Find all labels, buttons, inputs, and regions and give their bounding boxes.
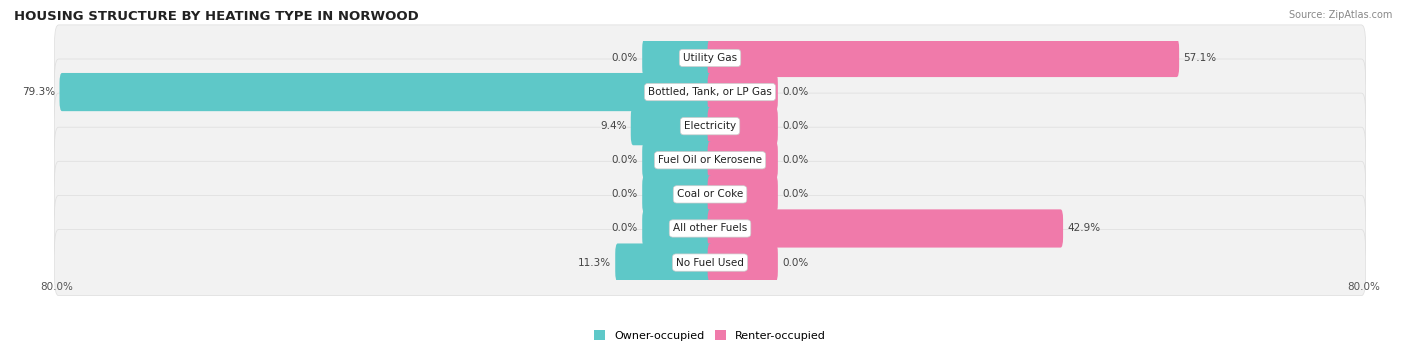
Text: 0.0%: 0.0%: [782, 155, 808, 165]
FancyBboxPatch shape: [55, 161, 1365, 227]
Text: No Fuel Used: No Fuel Used: [676, 257, 744, 268]
Text: 9.4%: 9.4%: [600, 121, 627, 131]
Text: HOUSING STRUCTURE BY HEATING TYPE IN NORWOOD: HOUSING STRUCTURE BY HEATING TYPE IN NOR…: [14, 10, 419, 23]
FancyBboxPatch shape: [707, 107, 778, 145]
Text: Electricity: Electricity: [683, 121, 737, 131]
Text: 0.0%: 0.0%: [782, 121, 808, 131]
Text: 0.0%: 0.0%: [782, 87, 808, 97]
FancyBboxPatch shape: [707, 73, 778, 111]
Text: 0.0%: 0.0%: [782, 189, 808, 199]
Text: Utility Gas: Utility Gas: [683, 53, 737, 63]
FancyBboxPatch shape: [59, 73, 713, 111]
Text: 0.0%: 0.0%: [612, 189, 638, 199]
FancyBboxPatch shape: [643, 209, 713, 248]
Text: 11.3%: 11.3%: [578, 257, 612, 268]
FancyBboxPatch shape: [707, 175, 778, 213]
FancyBboxPatch shape: [55, 229, 1365, 296]
Text: All other Fuels: All other Fuels: [673, 223, 747, 234]
Text: 0.0%: 0.0%: [782, 257, 808, 268]
Text: Bottled, Tank, or LP Gas: Bottled, Tank, or LP Gas: [648, 87, 772, 97]
FancyBboxPatch shape: [643, 175, 713, 213]
FancyBboxPatch shape: [707, 209, 1063, 248]
FancyBboxPatch shape: [707, 39, 1180, 77]
Text: 42.9%: 42.9%: [1067, 223, 1101, 234]
Text: Source: ZipAtlas.com: Source: ZipAtlas.com: [1288, 10, 1392, 20]
Text: Coal or Coke: Coal or Coke: [676, 189, 744, 199]
FancyBboxPatch shape: [55, 25, 1365, 91]
FancyBboxPatch shape: [55, 127, 1365, 193]
Legend: Owner-occupied, Renter-occupied: Owner-occupied, Renter-occupied: [593, 330, 827, 341]
Text: 0.0%: 0.0%: [612, 155, 638, 165]
Text: 0.0%: 0.0%: [612, 223, 638, 234]
Text: 79.3%: 79.3%: [22, 87, 55, 97]
Text: Fuel Oil or Kerosene: Fuel Oil or Kerosene: [658, 155, 762, 165]
FancyBboxPatch shape: [643, 39, 713, 77]
FancyBboxPatch shape: [631, 107, 713, 145]
Text: 57.1%: 57.1%: [1184, 53, 1216, 63]
FancyBboxPatch shape: [55, 93, 1365, 159]
Text: 0.0%: 0.0%: [612, 53, 638, 63]
FancyBboxPatch shape: [55, 59, 1365, 125]
FancyBboxPatch shape: [707, 243, 778, 282]
FancyBboxPatch shape: [616, 243, 713, 282]
FancyBboxPatch shape: [643, 141, 713, 179]
FancyBboxPatch shape: [55, 195, 1365, 262]
FancyBboxPatch shape: [707, 141, 778, 179]
